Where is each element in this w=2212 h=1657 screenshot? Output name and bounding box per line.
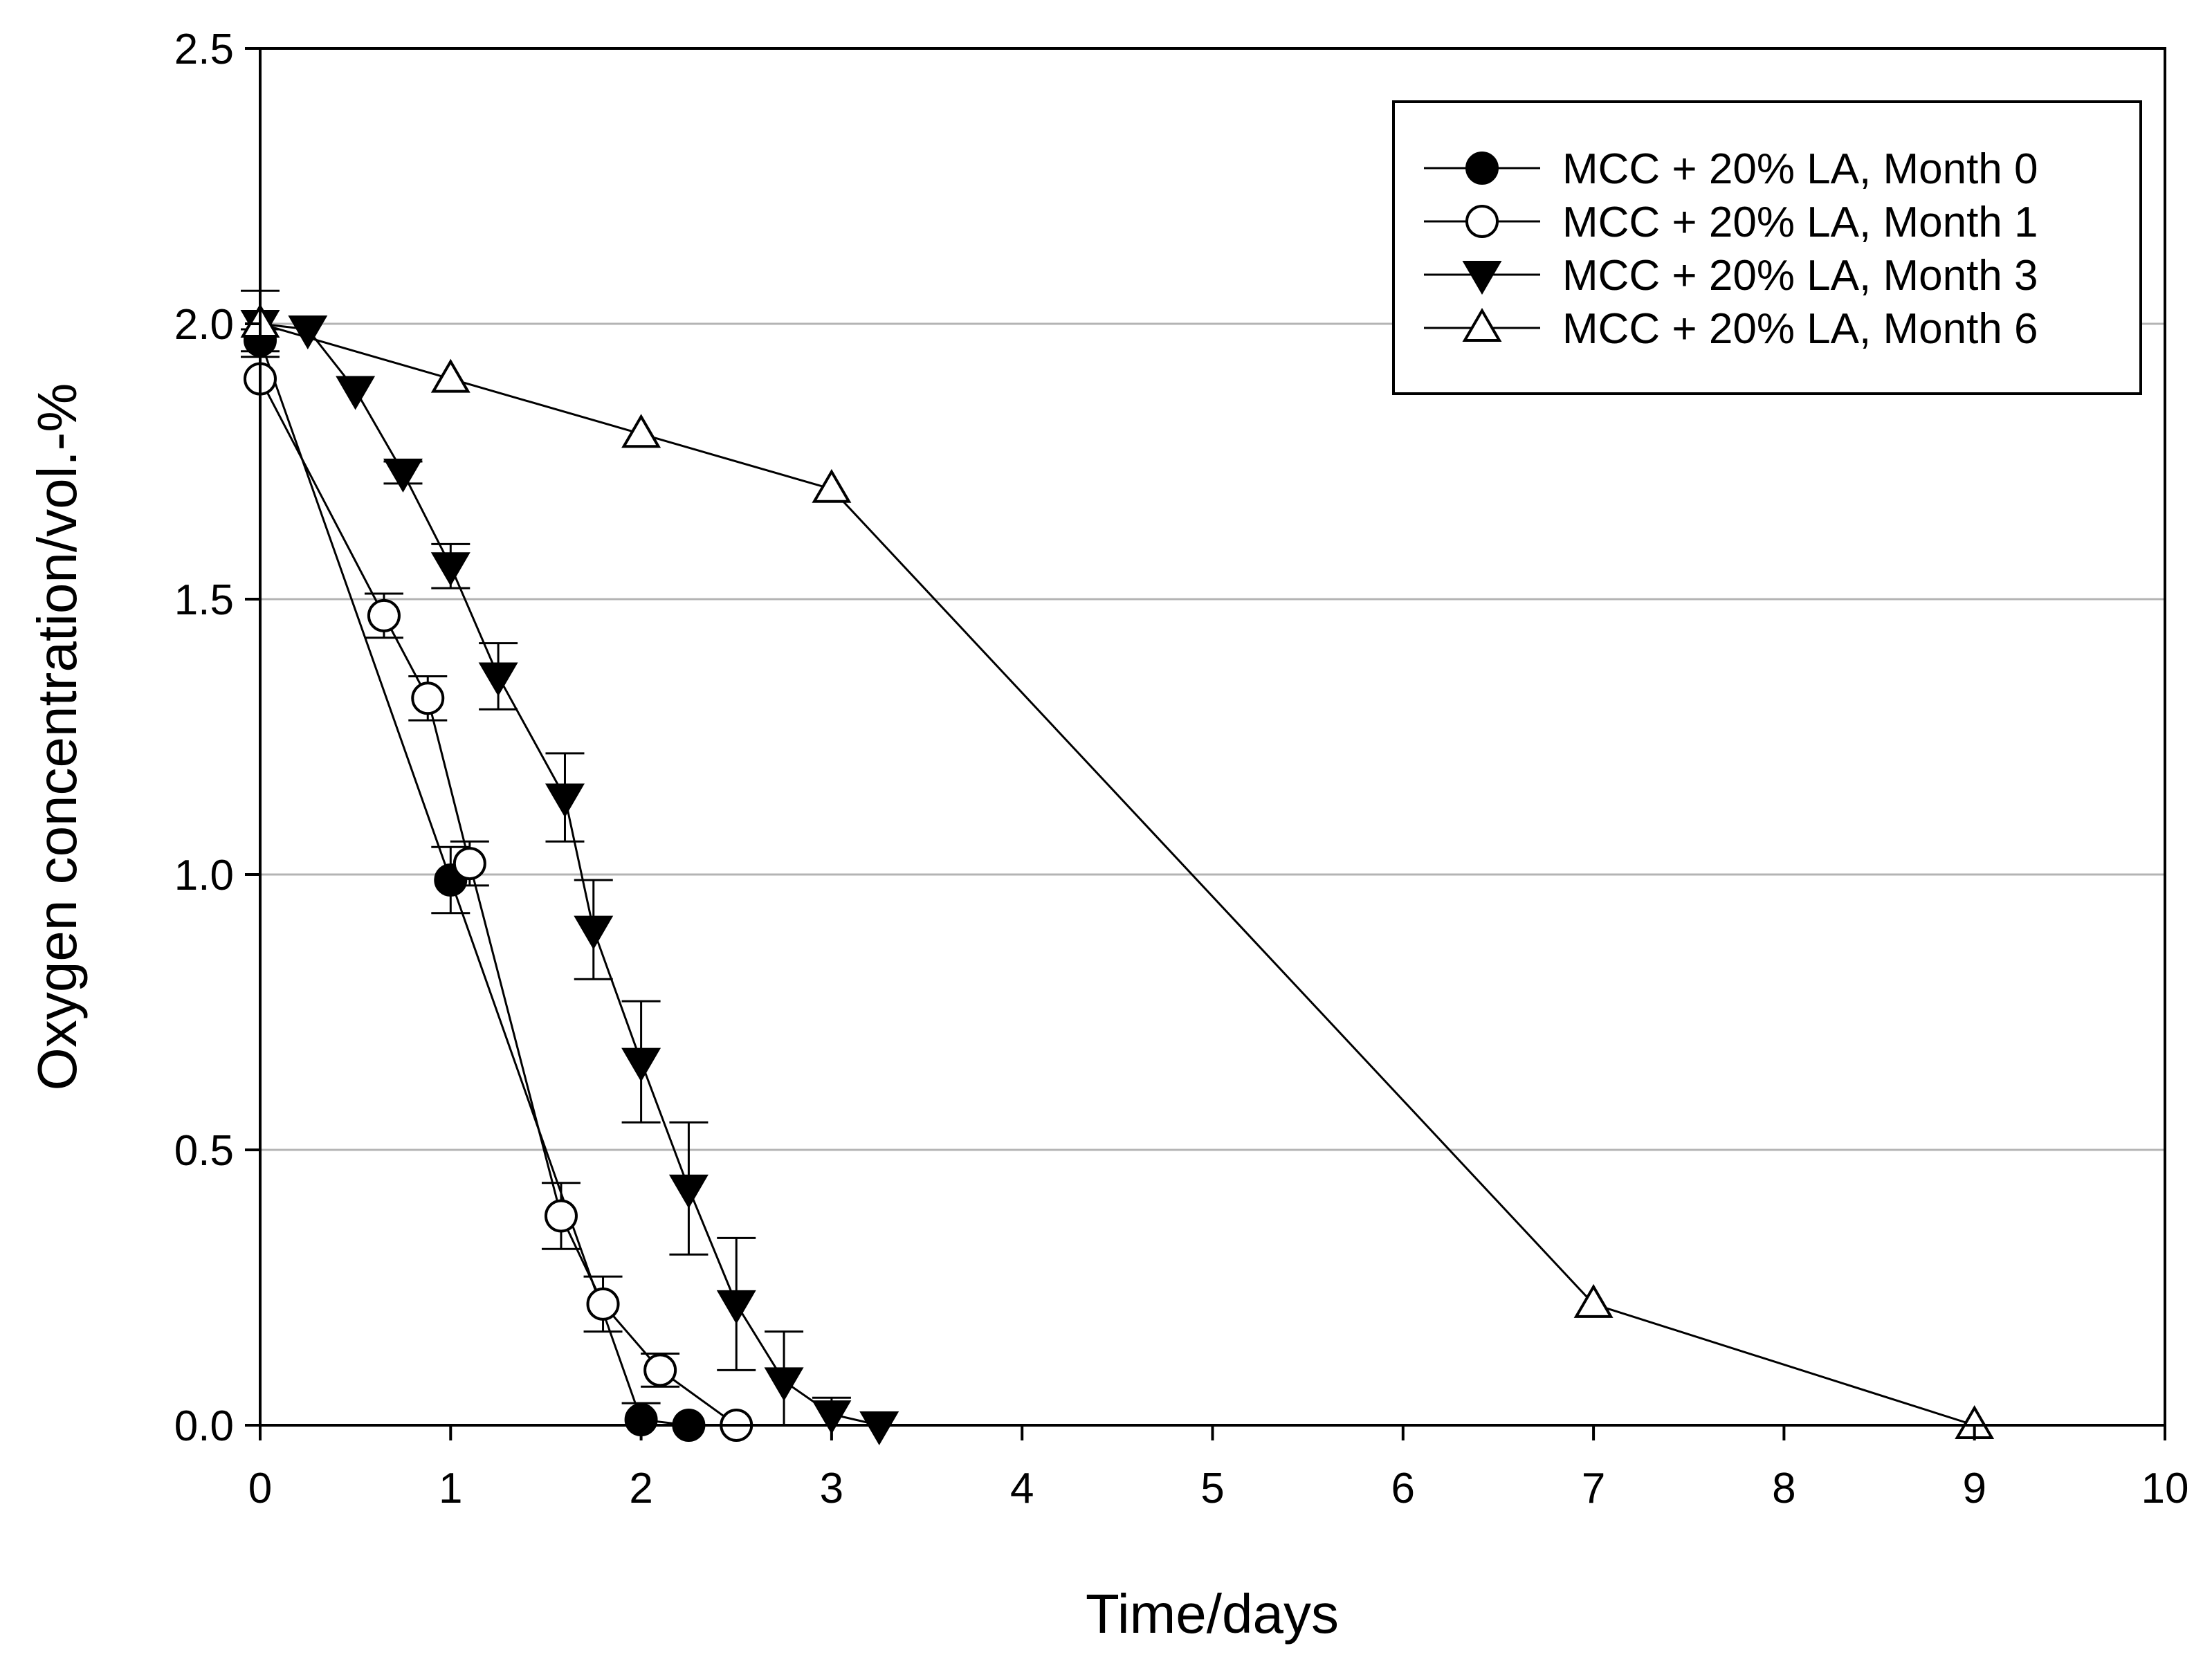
x-tick-label-9: 9 xyxy=(1962,1465,1986,1512)
legend-marker-0 xyxy=(1465,152,1499,185)
legend-label-0: MCC + 20% LA, Month 0 xyxy=(1562,145,2038,193)
legend-label-2: MCC + 20% LA, Month 3 xyxy=(1562,252,2038,300)
data-point-2-3 xyxy=(383,458,423,493)
data-point-2-11 xyxy=(764,1367,804,1402)
series-line-0 xyxy=(259,340,689,1427)
series-line-3 xyxy=(259,322,1975,1427)
x-tick-label-7: 7 xyxy=(1582,1465,1605,1512)
y-tick-label-2: 1.0 xyxy=(174,852,234,899)
legend-marker-2 xyxy=(1462,261,1502,295)
data-point-1-1 xyxy=(367,598,401,632)
data-point-2-7 xyxy=(574,915,614,950)
data-point-2-6 xyxy=(545,783,585,818)
legend-entry-1: MCC + 20% LA, Month 1 xyxy=(1424,199,2038,246)
data-point-2-12 xyxy=(812,1400,852,1435)
legend-label-3: MCC + 20% LA, Month 6 xyxy=(1562,305,2038,353)
data-point-2-2 xyxy=(336,376,376,410)
y-tick-label-1: 0.5 xyxy=(174,1127,234,1175)
data-point-1-2 xyxy=(411,681,445,715)
data-point-1-6 xyxy=(643,1353,677,1387)
x-tick-label-6: 6 xyxy=(1391,1465,1415,1512)
data-point-3-1 xyxy=(430,358,470,393)
x-tick-label-5: 5 xyxy=(1200,1465,1224,1512)
y-tick-label-4: 2.0 xyxy=(174,301,234,349)
data-point-1-4 xyxy=(544,1199,578,1233)
legend: MCC + 20% LA, Month 0 MCC + 20% LA, Month… xyxy=(1392,100,2142,395)
y-tick-label-5: 2.5 xyxy=(174,26,234,73)
y-tick-label-0: 0.0 xyxy=(174,1402,234,1450)
y-axis-title: Oxygen concentration/vol.-% xyxy=(26,383,88,1091)
data-point-2-10 xyxy=(716,1290,756,1324)
data-point-1-3 xyxy=(453,847,486,881)
x-tick-label-1: 1 xyxy=(439,1465,462,1512)
x-axis-title: Time/days xyxy=(1086,1583,1339,1645)
legend-entry-3: MCC + 20% LA, Month 6 xyxy=(1424,305,2038,353)
data-point-2-1 xyxy=(288,315,328,349)
x-tick-label-0: 0 xyxy=(248,1465,272,1512)
data-point-3-3 xyxy=(812,468,852,503)
data-point-1-5 xyxy=(586,1287,620,1321)
y-tick-label-3: 1.5 xyxy=(174,576,234,624)
gridlines xyxy=(260,322,2165,1151)
x-tick-label-3: 3 xyxy=(820,1465,843,1512)
data-point-2-8 xyxy=(621,1047,661,1082)
data-point-2-13 xyxy=(859,1411,899,1445)
data-point-2-9 xyxy=(668,1174,709,1209)
legend-marker-3 xyxy=(1462,308,1502,342)
legend-box xyxy=(1392,100,2142,395)
x-tick-label-2: 2 xyxy=(629,1465,652,1512)
legend-label-1: MCC + 20% LA, Month 1 xyxy=(1562,199,2038,246)
data-point-2-4 xyxy=(430,552,470,587)
legend-entry-2: MCC + 20% LA, Month 3 xyxy=(1424,252,2038,300)
x-tick-label-10: 10 xyxy=(2141,1465,2189,1512)
x-tick-label-4: 4 xyxy=(1010,1465,1034,1512)
data-point-2-5 xyxy=(478,662,518,697)
data-point-3-2 xyxy=(621,414,661,448)
legend-entry-0: MCC + 20% LA, Month 0 xyxy=(1424,145,2038,193)
axes: 0.0 0.5 1.0 1.5 2.0 2.5 0 1 2 3 4 5 6 7 8 9 10 xyxy=(174,26,2189,1512)
legend-marker-1 xyxy=(1465,205,1499,238)
x-tick-label-8: 8 xyxy=(1772,1465,1795,1512)
data-point-3-4 xyxy=(1573,1283,1614,1318)
